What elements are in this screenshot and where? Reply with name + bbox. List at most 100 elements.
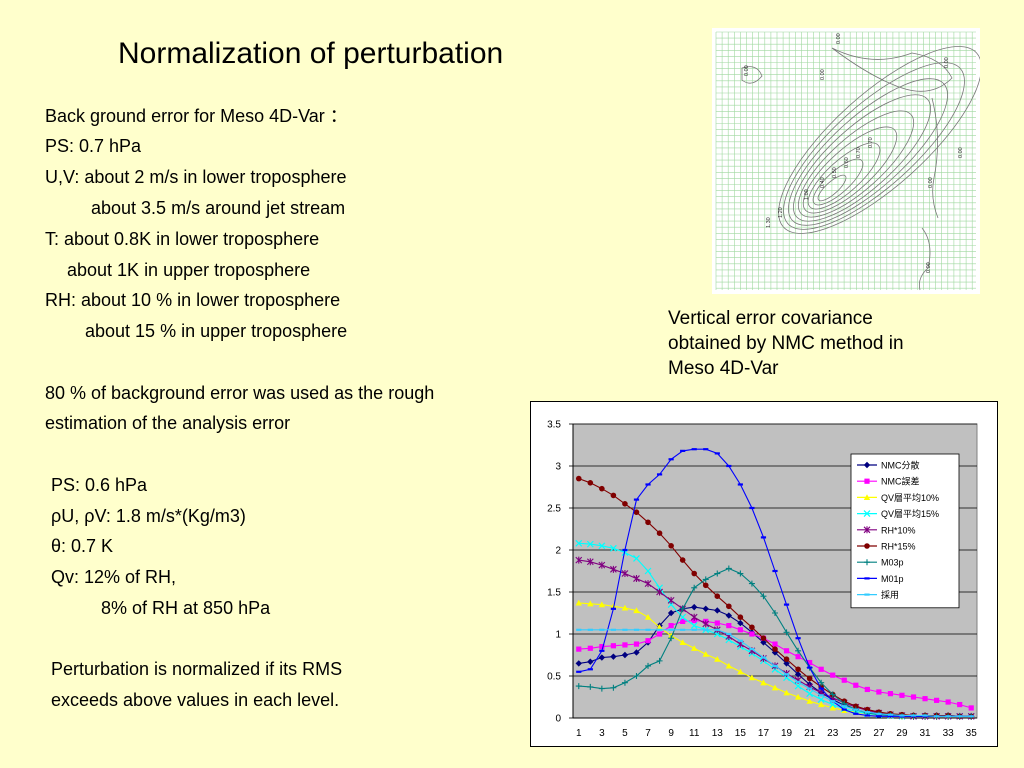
data-point — [807, 659, 813, 666]
data-point — [633, 673, 640, 679]
data-point — [830, 672, 836, 678]
data-point — [645, 638, 651, 644]
contour-label: 0.40 — [820, 177, 826, 188]
data-point — [633, 575, 640, 583]
data-point — [633, 509, 640, 515]
data-point — [575, 539, 583, 547]
x-tick-label: 25 — [850, 728, 862, 739]
x-tick-label: 1 — [576, 728, 582, 739]
contour-label: 1.20 — [778, 207, 784, 218]
legend-label: QV層平均10% — [881, 492, 939, 503]
text-line: about 15 % in upper troposphere — [85, 321, 348, 341]
data-point — [587, 645, 593, 651]
x-tick-label: 9 — [668, 728, 674, 739]
text-line: 80 % of background error was used as the… — [45, 383, 435, 403]
legend-entry: QV層平均10% — [857, 492, 939, 503]
covariance-caption: Vertical error covariance obtained by NM… — [668, 306, 998, 381]
contour-label: 0.00 — [836, 33, 842, 44]
contour-label: 0.50 — [832, 167, 838, 178]
data-point — [760, 679, 767, 686]
data-point — [645, 662, 652, 669]
contour-label: 0.70 — [868, 137, 874, 148]
data-point — [575, 683, 582, 690]
x-tick-label: 11 — [689, 728, 700, 739]
legend-label: NMC誤差 — [881, 476, 920, 487]
contour-label: 0.00 — [928, 177, 934, 188]
legend-label: NMC分散 — [881, 460, 920, 471]
legend-entry: M01p — [857, 574, 904, 584]
contour-label: 0.00 — [958, 147, 964, 158]
y-tick-label: 1 — [555, 630, 561, 641]
data-point — [645, 519, 651, 526]
contour-label: 0.00 — [744, 65, 750, 76]
data-point — [656, 624, 663, 630]
data-point — [887, 691, 894, 697]
error-profile-chart: 0 0.5 1 1.5 2 2.5 3 3.5 1 3 5 7 9 11 13 15 17 19 21 23 25 27 2… — [530, 401, 998, 747]
contour-line — [783, 62, 965, 230]
data-point — [575, 599, 582, 606]
data-point — [863, 461, 871, 469]
data-point — [863, 494, 871, 500]
data-point — [829, 691, 836, 698]
data-point — [644, 567, 652, 575]
legend-entry: 採用 — [857, 589, 899, 600]
data-point — [864, 706, 871, 713]
data-point — [922, 696, 928, 702]
contour-line — [807, 142, 881, 210]
contour-line — [802, 126, 898, 214]
text-line: 8% of RH at 850 hPa — [101, 598, 271, 618]
data-point — [610, 565, 617, 573]
contour-label: 0.60 — [844, 157, 850, 168]
text-line: about 1K in upper troposphere — [67, 260, 311, 280]
data-point — [598, 561, 606, 569]
legend-entry: M03p — [857, 558, 904, 568]
text-line: Qv: 12% of RH, — [51, 567, 177, 587]
text-line: θ: 0.7 K — [51, 536, 114, 556]
data-point — [726, 603, 732, 610]
legend-label: QV層平均15% — [881, 508, 939, 519]
data-point — [714, 620, 720, 626]
data-point — [679, 605, 686, 612]
data-point — [726, 623, 732, 629]
text-line: U,V: about 2 m/s in lower troposphere — [45, 167, 347, 187]
data-point — [899, 692, 905, 698]
data-point — [876, 689, 882, 695]
x-tick-label: 3 — [599, 728, 605, 739]
data-point — [725, 662, 733, 669]
text-line: PS: 0.7 hPa — [45, 136, 142, 156]
data-point — [760, 593, 767, 600]
x-tick-label: 7 — [645, 728, 651, 739]
legend-entry: NMC分散 — [857, 460, 920, 471]
data-series — [576, 628, 974, 718]
data-point — [795, 654, 801, 660]
data-point — [633, 607, 640, 614]
contour-line — [778, 46, 982, 234]
data-point — [621, 679, 628, 686]
data-point — [829, 704, 836, 711]
y-tick-label: 2.5 — [547, 504, 561, 515]
contour-label: 1.00 — [804, 189, 810, 200]
data-point — [957, 701, 963, 708]
legend-entry: NMC誤差 — [857, 476, 920, 487]
data-point — [817, 696, 825, 703]
contour-grid — [715, 31, 976, 290]
contour-line — [812, 158, 864, 206]
data-point — [680, 618, 686, 624]
data-point — [691, 584, 698, 591]
legend-entry: RH*15% — [857, 542, 916, 552]
data-point — [806, 698, 813, 704]
data-point — [667, 609, 675, 617]
text-line: T: about 0.8K in lower troposphere — [45, 229, 320, 249]
y-tick-label: 0.5 — [547, 672, 561, 683]
y-tick-label: 0 — [555, 714, 561, 725]
data-point — [576, 646, 582, 652]
data-point — [622, 501, 628, 507]
data-point — [783, 689, 790, 696]
data-point — [771, 684, 779, 691]
x-tick-label: 33 — [943, 728, 955, 739]
data-point — [749, 624, 755, 631]
data-point — [864, 478, 870, 484]
data-point — [586, 540, 594, 548]
data-point — [818, 679, 825, 686]
legend-label: M03p — [881, 558, 904, 568]
